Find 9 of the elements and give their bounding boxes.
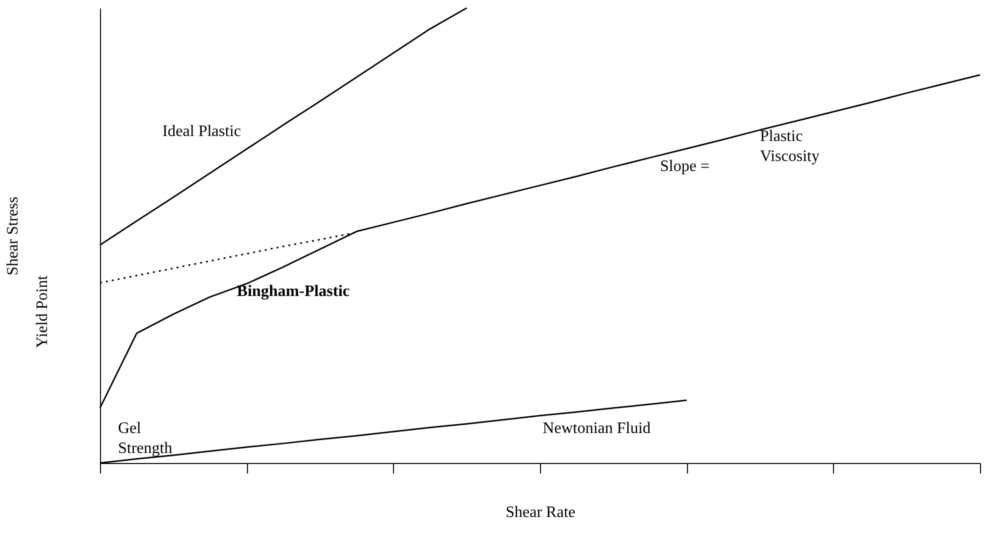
annotation: Gel Strength [118, 420, 172, 457]
y-axis-title: Shear Stress [4, 196, 22, 276]
series-label: Ideal Plastic [162, 123, 241, 140]
series-label: Newtonian Fluid [542, 420, 651, 438]
text: Yield Point [34, 274, 51, 348]
series-label: Bingham-Plastic [236, 282, 350, 300]
annotation: Plastic Viscosity [760, 128, 820, 165]
annotation: Slope = [660, 158, 710, 175]
x-axis-title: Shear Rate [506, 504, 576, 521]
